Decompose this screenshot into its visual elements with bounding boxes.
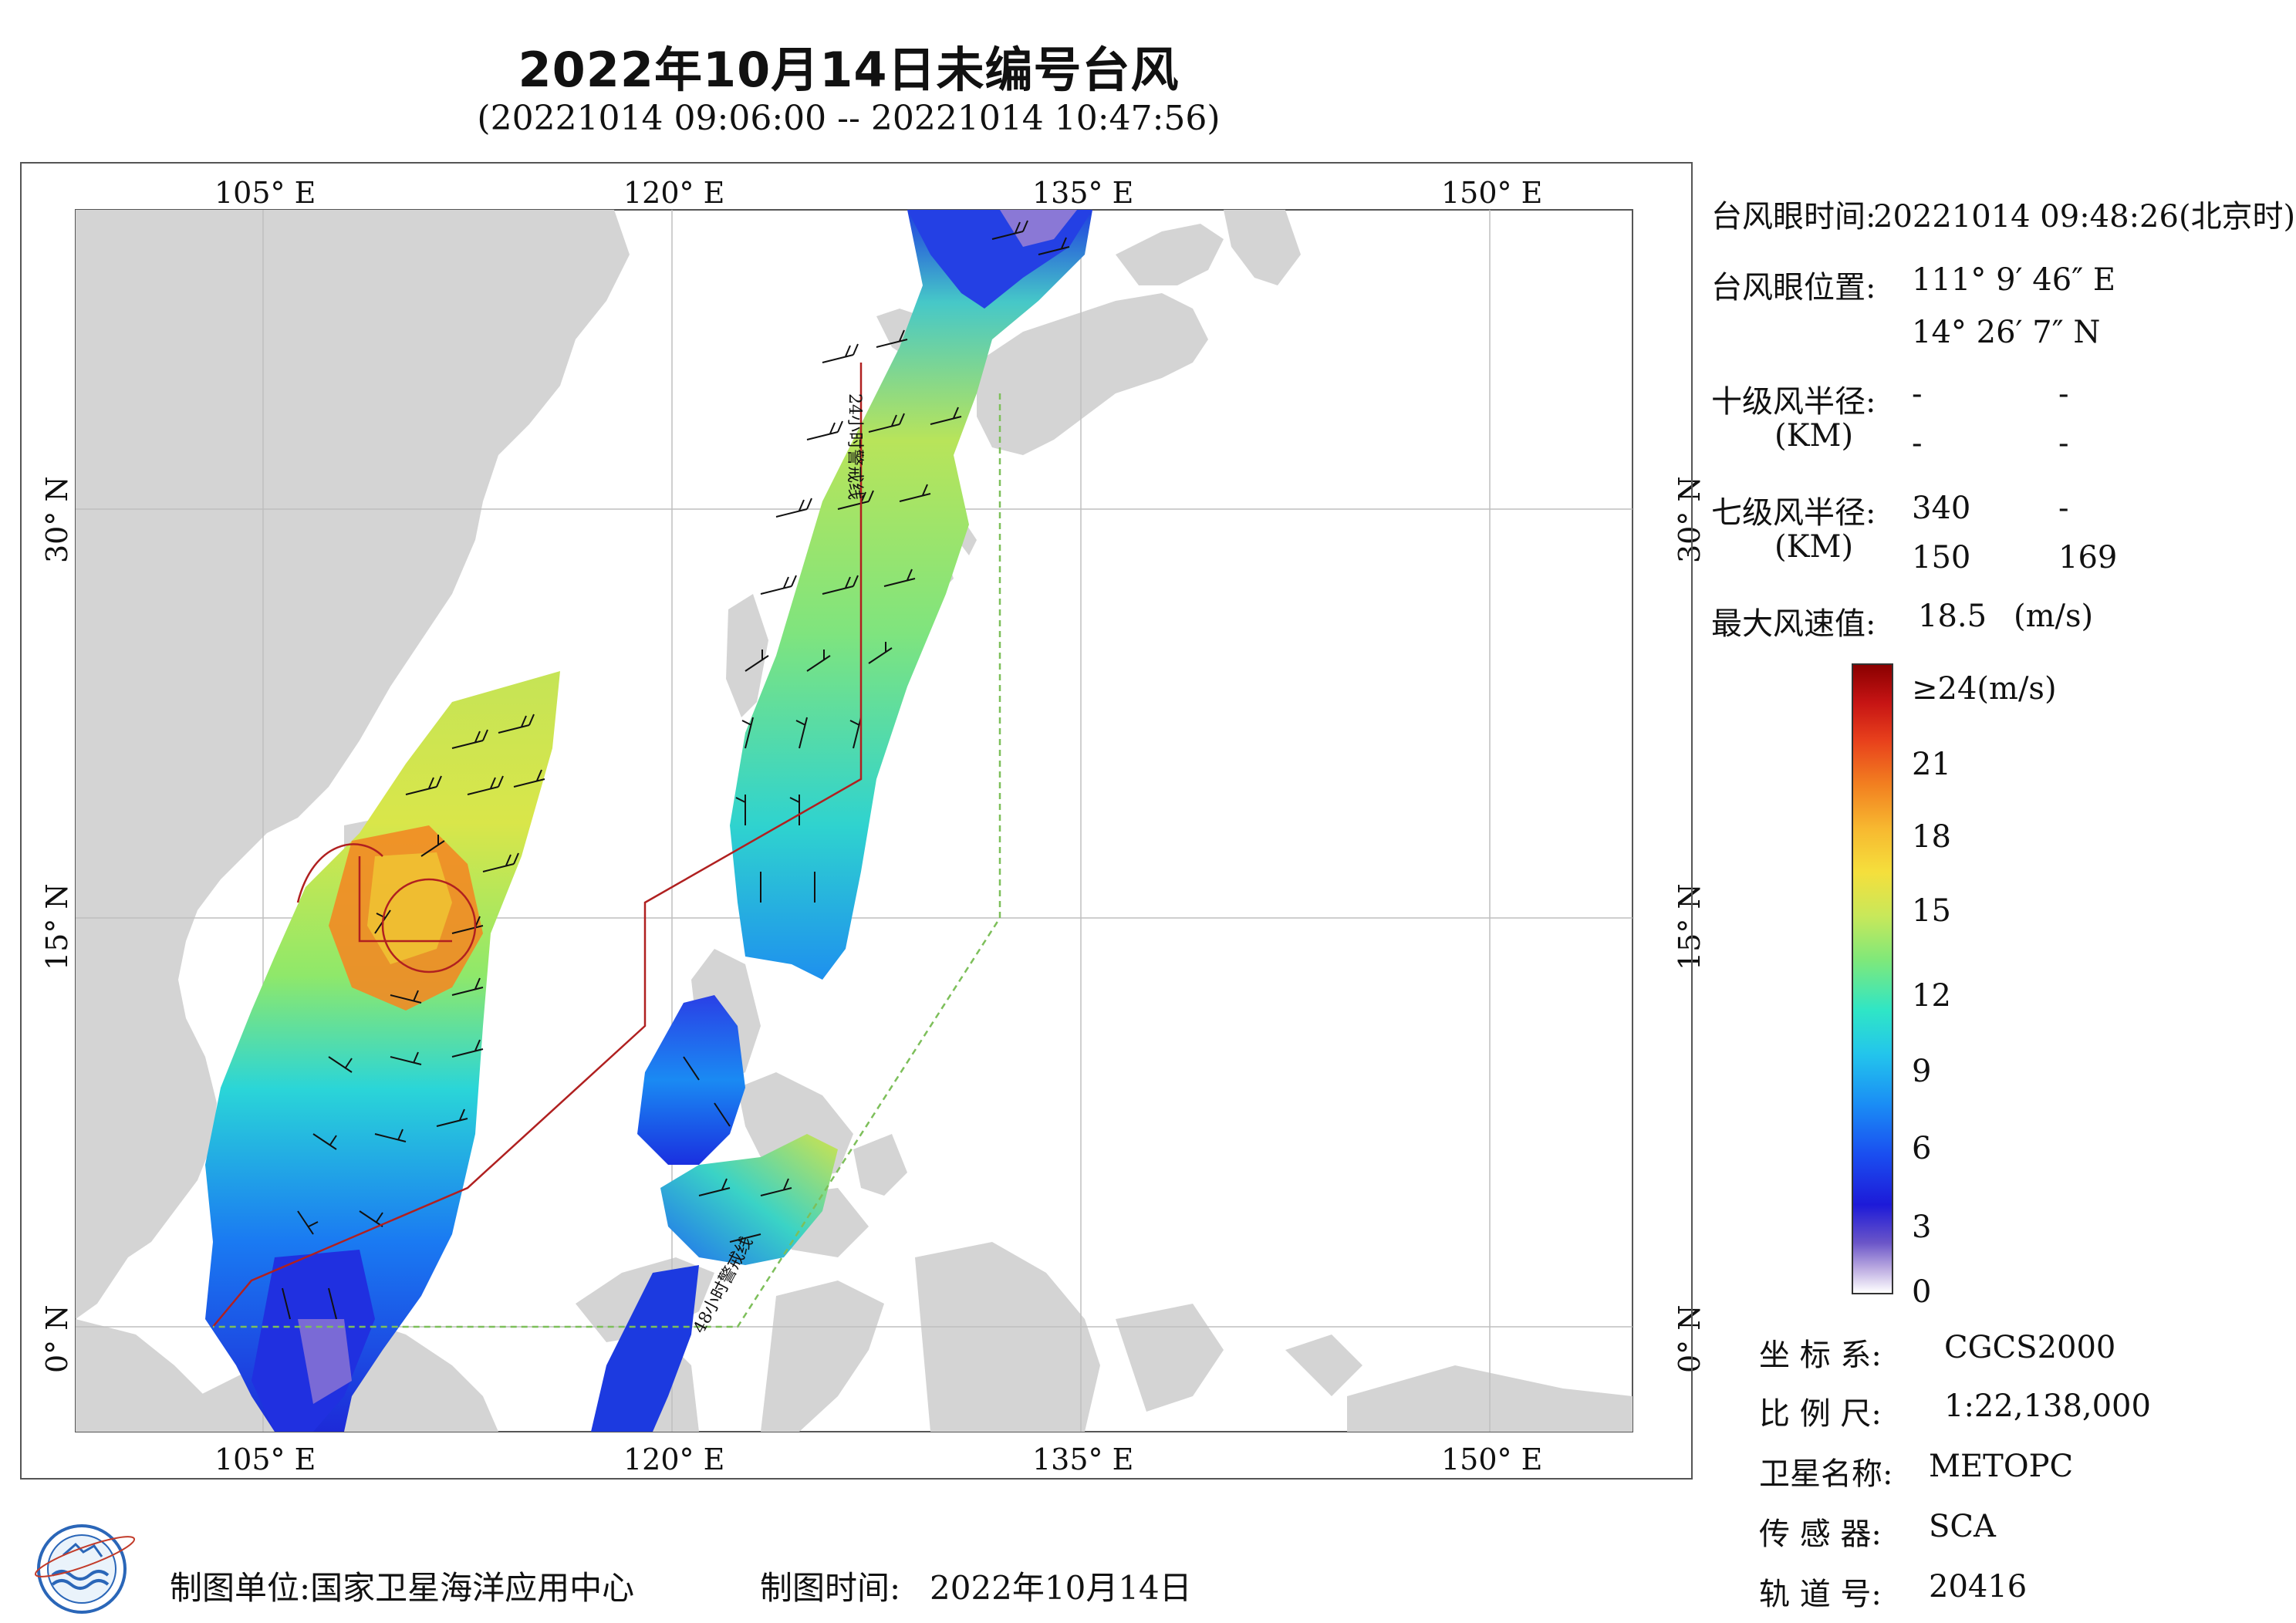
colorbar-top-label: ≥24(m/s) [1912,671,2057,707]
crs-value: CGCS2000 [1944,1330,2116,1365]
eye-longitude: 111° 9′ 46″ E [1912,262,2116,298]
footer-date: 2022年10月14日 [930,1569,1192,1607]
wind-speed-colorbar [1852,663,1893,1294]
r7-unit: (KM) [1774,529,1854,565]
satellite-label: 卫星名称: [1759,1456,1893,1492]
colorbar-tick: 21 [1912,747,1951,782]
r10-label: 十级风半径: [1711,384,1876,420]
r10-value: - [2058,426,2069,461]
r7-value: - [2058,491,2069,526]
satellite-value: METOPC [1929,1449,2074,1484]
crs-label: 坐 标 系: [1759,1338,1882,1373]
lon-label-bottom: 150° E [1441,1442,1543,1476]
swath-south [591,995,838,1432]
eye-position-label: 台风眼位置: [1711,270,1876,305]
graticule [76,210,1633,1432]
wind-barbs [282,220,1070,1320]
sensor-label: 传 感 器: [1759,1517,1882,1552]
r7-value: 150 [1912,540,1971,575]
max-wind-value: 18.5 [1918,599,1987,634]
warning-line-48h [213,393,1001,1328]
r10-value: - [1912,376,1923,412]
lon-label-top: 105° E [214,176,316,210]
lon-label-top: 135° E [1032,176,1134,210]
lon-label-top: 150° E [1441,176,1543,210]
r10-value: - [2058,376,2069,412]
colorbar-tick: 6 [1912,1131,1932,1166]
warning-line-24h [212,363,863,1328]
map-title: 2022年10月14日未编号台风 [518,42,1180,98]
colorbar-tick: 15 [1912,893,1951,929]
lon-label-bottom: 120° E [623,1442,725,1476]
max-wind-label: 最大风速值: [1711,606,1876,642]
colorbar-tick: 0 [1912,1274,1932,1310]
footer-date-label: 制图时间: [760,1569,901,1607]
orbit-value: 20416 [1929,1569,2028,1604]
colorbar-tick: 9 [1912,1054,1932,1089]
footer-organization: 制图单位:国家卫星海洋应用中心 [170,1569,635,1607]
r10-value: - [1912,426,1923,461]
eye-time-value: 20221014 09:48:26(北京时) [1873,199,2296,235]
colorbar-tick: 12 [1912,978,1951,1014]
r7-value: 169 [2058,540,2118,575]
scale-label: 比 例 尺: [1759,1396,1882,1432]
orbit-label: 轨 道 号: [1759,1577,1882,1612]
r7-value: 340 [1912,491,1971,526]
colorbar-tick: 18 [1912,819,1951,855]
r10-unit: (KM) [1774,418,1854,454]
scale-value: 1:22,138,000 [1944,1388,2151,1424]
swath-east [730,210,1092,980]
sensor-value: SCA [1929,1509,1996,1544]
time-range-subtitle: (20221014 09:06:00 -- 20221014 10:47:56) [477,99,1221,138]
eye-time-label: 台风眼时间: [1711,199,1876,235]
nsoas-logo-icon [34,1524,136,1614]
lon-label-top: 120° E [623,176,725,210]
eye-latitude: 14° 26′ 7″ N [1912,315,2101,350]
max-wind-unit: (m/s) [2014,599,2094,634]
lon-label-bottom: 135° E [1032,1442,1134,1476]
typhoon-eye-marker [296,843,477,973]
lon-label-bottom: 105° E [214,1442,316,1476]
wind-field-map: 24小时警戒线 48小时警戒线 [75,209,1633,1432]
r7-label: 七级风半径: [1711,495,1876,531]
map-frame [20,162,1693,1480]
colorbar-tick: 3 [1912,1210,1932,1245]
warning-24h-label: 24小时警戒线 [845,393,864,500]
